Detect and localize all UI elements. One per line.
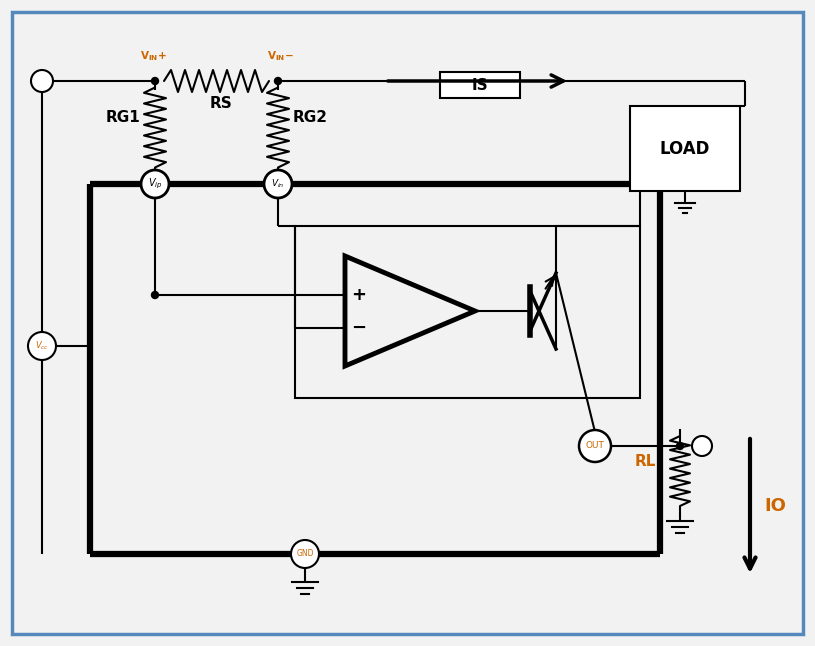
Bar [295, 226, 640, 398]
Text: $V_{in}$: $V_{in}$ [271, 178, 284, 191]
Circle shape [28, 332, 56, 360]
Circle shape [264, 170, 292, 198]
Text: −: − [351, 319, 367, 337]
Bar [440, 72, 520, 98]
Circle shape [152, 291, 158, 298]
Text: LOAD: LOAD [660, 140, 710, 158]
Bar [630, 106, 740, 191]
Circle shape [291, 540, 319, 568]
Text: IO: IO [764, 497, 786, 515]
Circle shape [579, 430, 611, 462]
Text: IS: IS [472, 78, 488, 92]
Text: $\mathbf{V_{IN}}$−: $\mathbf{V_{IN}}$− [267, 49, 293, 63]
Circle shape [141, 170, 169, 198]
Text: $\mathbf{V_{IN}}$+: $\mathbf{V_{IN}}$+ [139, 49, 166, 63]
Circle shape [31, 70, 53, 92]
Text: GND: GND [296, 550, 314, 559]
Text: RG1: RG1 [106, 110, 140, 125]
Text: $V_{cc}$: $V_{cc}$ [35, 340, 49, 352]
Circle shape [676, 443, 684, 450]
Circle shape [152, 78, 158, 85]
Text: RL: RL [634, 453, 656, 468]
Text: $V_{ip}$: $V_{ip}$ [148, 177, 162, 191]
Circle shape [275, 78, 281, 85]
Circle shape [692, 436, 712, 456]
Text: RG2: RG2 [293, 110, 328, 125]
Text: OUT: OUT [585, 441, 605, 450]
Text: +: + [351, 286, 367, 304]
Text: RS: RS [209, 96, 232, 110]
